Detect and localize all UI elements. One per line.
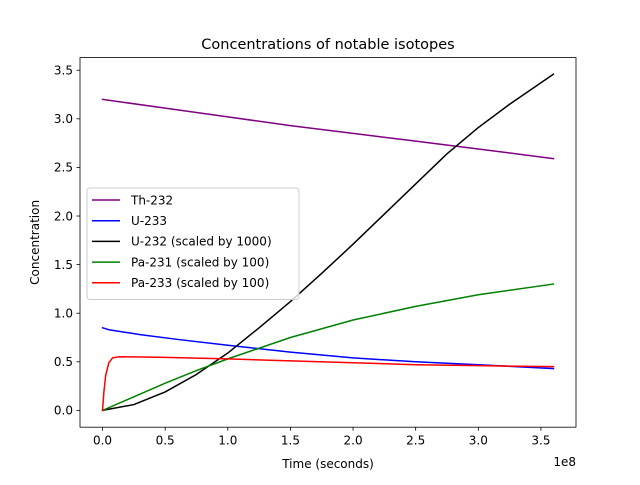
x-tick-label: 1.0 — [218, 434, 237, 448]
x-tick-label: 3.5 — [531, 434, 550, 448]
x-tick-label: 3.0 — [469, 434, 488, 448]
legend: Th-232 U-233 U-232 (scaled by 1000) Pa-231 … — [86, 187, 300, 300]
y-axis-label: Concentration — [28, 200, 42, 285]
series-layer — [101, 73, 555, 412]
x-tick-label: 0.0 — [93, 434, 112, 448]
series-line-5 — [101, 355, 555, 412]
x-tick-label: 0.5 — [156, 434, 175, 448]
legend-label: Pa-233 (scaled by 100) — [131, 276, 269, 290]
x-tick-label: 2.5 — [406, 434, 425, 448]
x-tick-label: 2.0 — [344, 434, 363, 448]
legend-label: U-233 — [131, 214, 167, 228]
x-offset-label: 1e8 — [553, 455, 576, 469]
x-tick-label: 1.5 — [281, 434, 300, 448]
y-tick-label: 3.5 — [54, 64, 73, 78]
legend-label: U-232 (scaled by 1000) — [131, 235, 272, 249]
legend-label: Th-232 — [130, 193, 173, 207]
y-tick-label: 3.0 — [54, 112, 73, 126]
y-tick-label: 1.5 — [54, 258, 73, 272]
x-axis: 0.0 0.5 1.0 1.5 2.0 2.5 3.0 3.5 — [93, 427, 550, 448]
y-axis: 0.0 0.5 1.0 1.5 2.0 2.5 3.0 3.5 — [54, 64, 80, 418]
plot-frame — [79, 57, 577, 428]
y-tick-label: 2.5 — [54, 161, 73, 175]
series-line-4 — [101, 283, 555, 412]
legend-box — [86, 187, 300, 300]
y-tick-label: 0.0 — [54, 404, 73, 418]
y-tick-label: 0.5 — [54, 355, 73, 369]
series-line-3 — [101, 73, 555, 412]
y-tick-label: 2.0 — [54, 209, 73, 223]
series-line-1 — [101, 98, 555, 160]
legend-label: Pa-231 (scaled by 100) — [131, 255, 269, 269]
y-tick-label: 1.0 — [54, 307, 73, 321]
x-axis-label: Time (seconds) — [281, 457, 374, 471]
chart-title: Concentrations of notable isotopes — [201, 37, 454, 53]
